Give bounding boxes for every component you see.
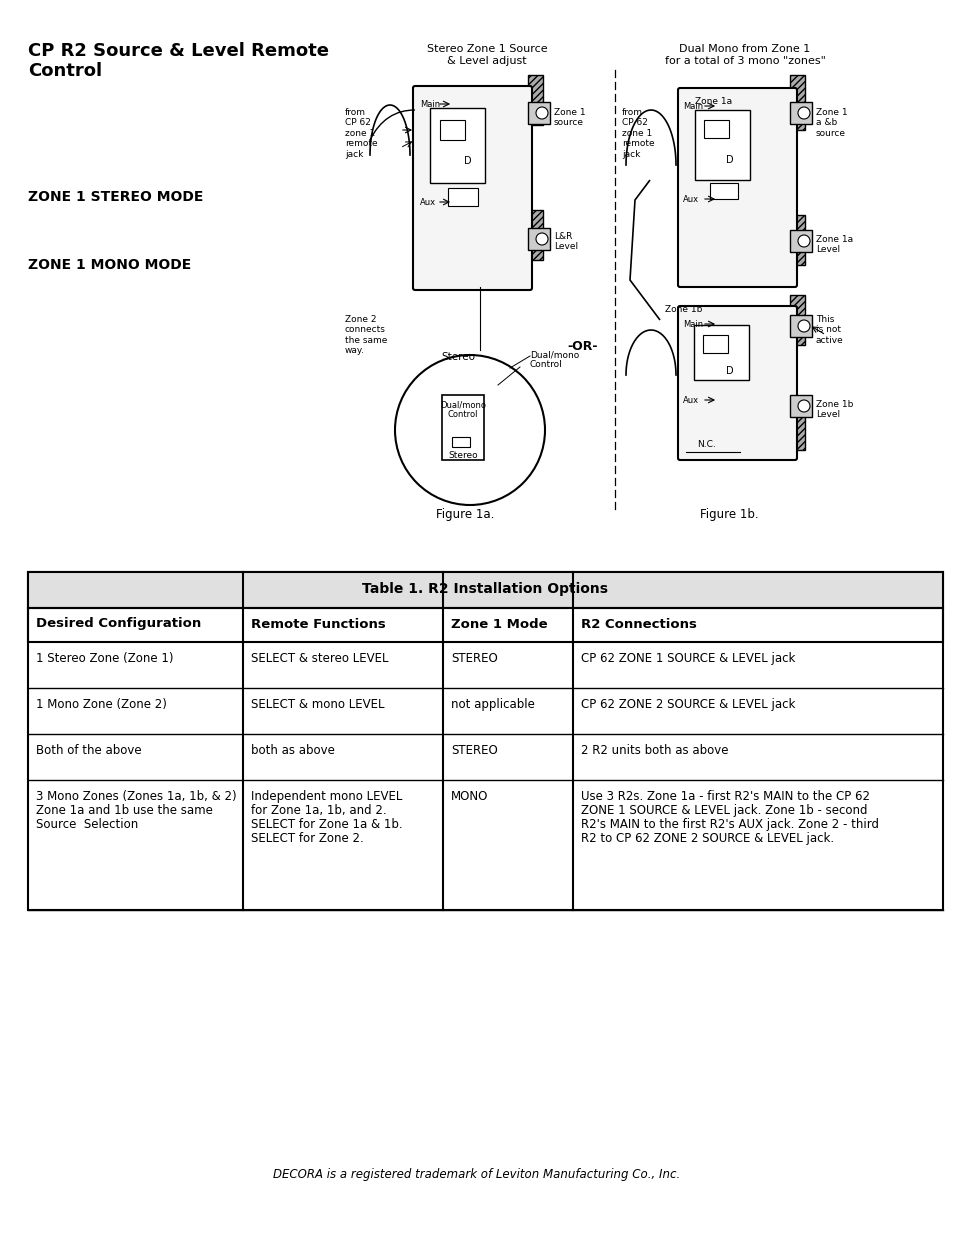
Text: from
CP 62
zone 1
remote
jack: from CP 62 zone 1 remote jack (621, 107, 654, 158)
Text: Independent mono LEVEL: Independent mono LEVEL (251, 790, 402, 803)
Text: Figure 1a.: Figure 1a. (436, 508, 494, 521)
Text: Main: Main (682, 320, 702, 329)
Text: Main: Main (419, 100, 439, 109)
Text: CP 62 ZONE 1 SOURCE & LEVEL jack: CP 62 ZONE 1 SOURCE & LEVEL jack (580, 652, 795, 664)
Bar (527, 103, 550, 124)
Text: -OR-: -OR- (566, 340, 597, 353)
Text: SELECT & mono LEVEL: SELECT & mono LEVEL (251, 698, 384, 711)
Text: 1 Stereo Zone (Zone 1): 1 Stereo Zone (Zone 1) (36, 652, 173, 664)
Circle shape (797, 235, 809, 247)
Text: SELECT for Zone 2.: SELECT for Zone 2. (251, 832, 363, 845)
Text: MONO: MONO (451, 790, 488, 803)
Text: Zone 2
connects
the same
way.: Zone 2 connects the same way. (345, 315, 387, 356)
Text: CP R2 Source & Level Remote: CP R2 Source & Level Remote (28, 42, 329, 61)
Text: Zone 1a: Zone 1a (695, 98, 731, 106)
Text: Zone 1b
Level: Zone 1b Level (815, 400, 853, 420)
Bar (702, 335, 727, 353)
Text: Figure 1b.: Figure 1b. (700, 508, 758, 521)
Text: not applicable: not applicable (451, 698, 535, 711)
Text: Main: Main (682, 103, 702, 111)
FancyBboxPatch shape (413, 86, 532, 290)
Text: Stereo: Stereo (440, 352, 475, 362)
Bar (709, 183, 738, 199)
Text: Stereo: Stereo (448, 451, 477, 459)
Bar (789, 215, 804, 266)
Text: SELECT for Zone 1a & 1b.: SELECT for Zone 1a & 1b. (251, 818, 402, 831)
Text: 2 R2 units both as above: 2 R2 units both as above (580, 743, 728, 757)
Bar (789, 295, 804, 345)
Text: Aux: Aux (682, 396, 699, 405)
Text: CP 62 ZONE 2 SOURCE & LEVEL jack: CP 62 ZONE 2 SOURCE & LEVEL jack (580, 698, 795, 711)
Text: Aux: Aux (682, 195, 699, 204)
Text: Dual/mono
Control: Dual/mono Control (439, 400, 485, 420)
Bar (28, 572, 942, 608)
Text: Aux: Aux (419, 198, 436, 207)
Text: Zone 1b: Zone 1b (664, 305, 701, 314)
Text: D: D (725, 156, 733, 165)
Text: Both of the above: Both of the above (36, 743, 141, 757)
Bar (452, 437, 470, 447)
Circle shape (536, 107, 547, 119)
Bar (430, 107, 484, 183)
Text: L&R
Level: L&R Level (554, 232, 578, 252)
Text: ZONE 1 MONO MODE: ZONE 1 MONO MODE (28, 258, 191, 272)
Text: Zone 1 Mode: Zone 1 Mode (451, 618, 547, 631)
Text: Stereo Zone 1 Source
& Level adjust: Stereo Zone 1 Source & Level adjust (426, 44, 547, 65)
Text: Zone 1a
Level: Zone 1a Level (815, 235, 852, 254)
Bar (439, 120, 464, 140)
Bar (789, 315, 811, 337)
Bar (789, 400, 804, 450)
Text: Dual Mono from Zone 1
for a total of 3 mono "zones": Dual Mono from Zone 1 for a total of 3 m… (664, 44, 824, 65)
Bar (28, 572, 942, 910)
Text: DECORA is a registered trademark of Leviton Manufacturing Co., Inc.: DECORA is a registered trademark of Levi… (274, 1168, 679, 1181)
Text: 3 Mono Zones (Zones 1a, 1b, & 2): 3 Mono Zones (Zones 1a, 1b, & 2) (36, 790, 236, 803)
Text: for Zone 1a, 1b, and 2.: for Zone 1a, 1b, and 2. (251, 804, 386, 818)
Circle shape (395, 354, 544, 505)
Bar (28, 608, 942, 642)
Bar (448, 188, 477, 206)
Text: D: D (725, 366, 733, 375)
Text: STEREO: STEREO (451, 743, 497, 757)
Bar (693, 325, 748, 380)
Bar (527, 228, 550, 249)
Circle shape (797, 400, 809, 412)
Bar (527, 210, 542, 261)
Text: 1 Mono Zone (Zone 2): 1 Mono Zone (Zone 2) (36, 698, 167, 711)
Text: SELECT & stereo LEVEL: SELECT & stereo LEVEL (251, 652, 388, 664)
Circle shape (536, 233, 547, 245)
Text: ZONE 1 SOURCE & LEVEL jack. Zone 1b - second: ZONE 1 SOURCE & LEVEL jack. Zone 1b - se… (580, 804, 866, 818)
FancyBboxPatch shape (678, 306, 796, 459)
Text: Zone 1
a &b
source: Zone 1 a &b source (815, 107, 846, 138)
Bar (789, 395, 811, 417)
Text: D: D (464, 156, 472, 165)
Text: Table 1. R2 Installation Options: Table 1. R2 Installation Options (362, 582, 608, 597)
Text: Remote Functions: Remote Functions (251, 618, 385, 631)
Text: Dual/mono
Control: Dual/mono Control (530, 350, 578, 369)
Bar (703, 120, 728, 138)
Bar (441, 395, 483, 459)
Text: both as above: both as above (251, 743, 335, 757)
Bar (695, 110, 749, 180)
Text: Desired Configuration: Desired Configuration (36, 618, 201, 631)
Text: Use 3 R2s. Zone 1a - first R2's MAIN to the CP 62: Use 3 R2s. Zone 1a - first R2's MAIN to … (580, 790, 869, 803)
Text: R2 Connections: R2 Connections (580, 618, 696, 631)
Text: Zone 1
source: Zone 1 source (554, 107, 585, 127)
Text: R2's MAIN to the first R2's AUX jack. Zone 2 - third: R2's MAIN to the first R2's AUX jack. Zo… (580, 818, 878, 831)
Bar (789, 75, 804, 130)
Text: N.C.: N.C. (697, 440, 715, 450)
Bar (789, 230, 811, 252)
FancyBboxPatch shape (678, 88, 796, 287)
Text: Source  Selection: Source Selection (36, 818, 138, 831)
Text: from
CP 62
zone 1
remote
jack: from CP 62 zone 1 remote jack (345, 107, 377, 158)
Text: Zone 1a and 1b use the same: Zone 1a and 1b use the same (36, 804, 213, 818)
Text: R2 to CP 62 ZONE 2 SOURCE & LEVEL jack.: R2 to CP 62 ZONE 2 SOURCE & LEVEL jack. (580, 832, 833, 845)
Bar (789, 103, 811, 124)
Text: ZONE 1 STEREO MODE: ZONE 1 STEREO MODE (28, 190, 203, 204)
Circle shape (797, 107, 809, 119)
Circle shape (797, 320, 809, 332)
Bar (527, 75, 542, 125)
Text: This
is not
active: This is not active (815, 315, 842, 345)
Text: Control: Control (28, 62, 102, 80)
Text: STEREO: STEREO (451, 652, 497, 664)
